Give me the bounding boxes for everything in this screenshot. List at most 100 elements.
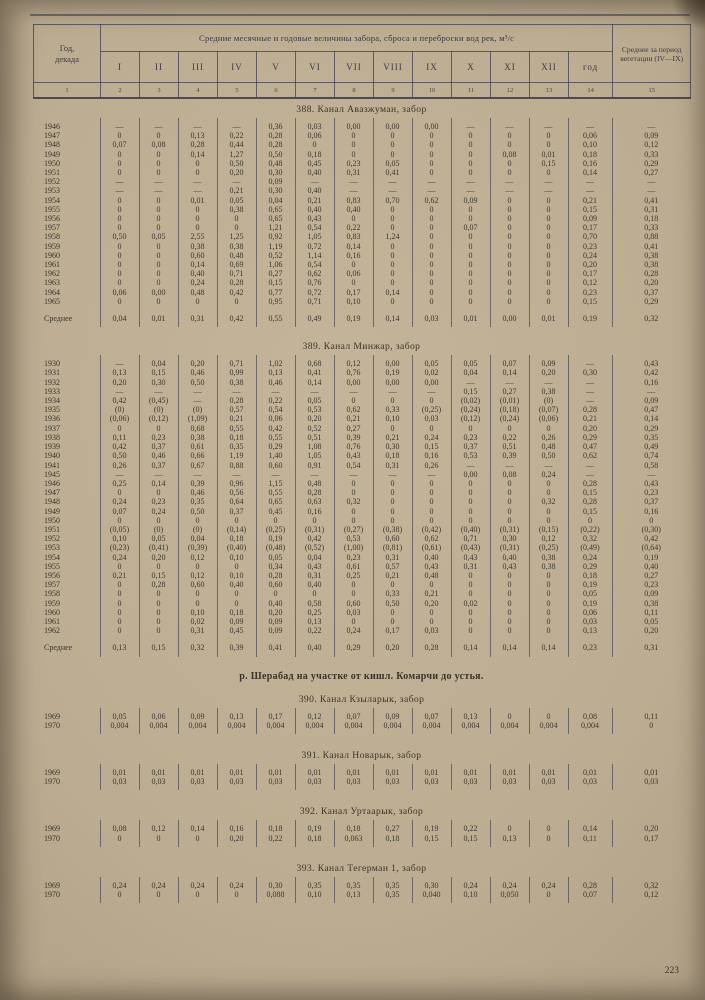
value-cell: — — [528, 177, 568, 187]
row-year: 1965 — [44, 296, 60, 306]
header-month-II: II — [139, 51, 179, 83]
spacer-cell — [528, 876, 568, 881]
spacer-cell — [489, 729, 529, 734]
spacer-cell — [294, 876, 334, 881]
value-cell: 0 — [450, 204, 490, 215]
spacer-cell — [255, 306, 295, 315]
value-cell: 0 — [177, 214, 217, 224]
value-cell: 0 — [372, 506, 412, 516]
value-cell: 0,60 — [333, 598, 373, 608]
value-cell: 0,30 — [489, 534, 529, 544]
value-cell: 0,18 — [216, 432, 256, 443]
value-cell: 0,06 — [294, 131, 334, 141]
value-cell: 0,21 — [333, 414, 373, 424]
value-cell: 0,17 — [255, 711, 295, 721]
value-cell: 0 — [450, 278, 490, 288]
spacer-cell — [294, 355, 334, 360]
spacer-cell — [333, 355, 373, 360]
value-cell: 0,15 — [138, 643, 178, 653]
spacer-cell — [177, 729, 217, 734]
value-cell: — — [411, 386, 451, 397]
spacer-cell — [99, 729, 139, 734]
value-cell: 0,13 — [450, 711, 490, 721]
value-cell: 0 — [611, 720, 690, 730]
value-cell: 0,20 — [216, 833, 256, 843]
value-cell: — — [567, 396, 612, 406]
value-cell: 0,50 — [177, 377, 217, 387]
value-cell: 0 — [372, 515, 412, 525]
value-cell: 0,23 — [567, 287, 612, 297]
value-cell: 0,66 — [177, 451, 217, 461]
row-year: 1936 — [44, 414, 60, 424]
value-cell: 0,51 — [489, 442, 529, 452]
value-cell: 0,00 — [450, 469, 490, 479]
value-cell: 0,01 — [528, 767, 568, 778]
value-cell: 0 — [528, 889, 568, 900]
value-cell: (0,25) — [411, 405, 451, 415]
value-cell: — — [177, 396, 217, 406]
table-row: 1961 0 0 0,02 0,09 0,09 0,13 0 0 0 0 0 0 0,03 0,05 — [33, 616, 690, 627]
value-cell: 0,01 — [138, 314, 178, 324]
value-cell: (0,31) — [489, 524, 529, 535]
value-cell: 0,00 — [372, 359, 412, 369]
value-cell: — — [333, 469, 373, 479]
table-row: 1957 0 0,28 0,60 0,40 0,60 0,40 0 0 0 0 0 0 0,19 0,23 — [33, 580, 690, 590]
value-cell: 0,06 — [99, 287, 139, 297]
value-cell: 0 — [450, 626, 490, 636]
value-cell: 0 — [489, 140, 529, 150]
value-cell: 0,01 — [450, 314, 490, 324]
value-cell: 0,08 — [489, 469, 529, 479]
value-cell: — — [138, 177, 178, 187]
header-col-number: 15 — [612, 82, 692, 99]
spacer-cell — [294, 323, 334, 328]
value-cell: — — [99, 186, 139, 196]
value-cell: 0 — [138, 278, 178, 288]
value-cell: 0,29 — [333, 643, 373, 653]
row-year: 1969 — [44, 711, 60, 721]
spacer-cell — [450, 323, 490, 328]
value-cell: 0,26 — [411, 460, 451, 470]
spacer-cell — [294, 842, 334, 847]
value-cell: 0,19 — [567, 314, 612, 324]
value-cell: 0 — [411, 580, 451, 590]
value-cell: 0,17 — [611, 833, 690, 843]
value-cell: 0 — [333, 488, 373, 498]
value-cell: — — [177, 177, 217, 187]
value-cell: 0,76 — [294, 278, 334, 288]
value-cell: 0,13 — [216, 711, 256, 721]
value-cell: 0 — [138, 296, 178, 307]
value-cell: — — [255, 386, 295, 397]
spacer-row — [33, 729, 690, 734]
spacer-cell — [489, 652, 529, 657]
table-row: 1946 0,25 0,14 0,39 0,96 1,15 0,48 0 0 0 0 0 0 0,28 0,… — [33, 478, 690, 489]
value-cell: 0,29 — [611, 296, 690, 307]
value-cell: 0,39 — [216, 643, 256, 653]
value-cell: 0 — [372, 250, 412, 261]
spacer-cell — [255, 729, 295, 734]
spacer-cell — [255, 899, 295, 904]
value-cell: 0,01 — [411, 767, 451, 778]
value-cell: 0,27 — [489, 386, 529, 397]
table-row: 1970 0,03 0,03 0,03 0,03 0,03 0,03 0,03 0,03 0,03… — [33, 777, 690, 787]
value-cell: 0 — [372, 149, 412, 159]
value-cell: 0,65 — [255, 497, 295, 507]
value-cell: 0,31 — [611, 204, 690, 215]
value-cell: 1,27 — [216, 149, 256, 159]
value-cell: 0 — [489, 260, 529, 270]
table-row: 1936 (0,06) (0,12) (1,09) 0,21 0,06 0,20 0,21 0,… — [33, 414, 690, 424]
value-cell: 0,063 — [333, 833, 373, 843]
value-cell: — — [138, 186, 178, 196]
value-cell: 0 — [489, 250, 529, 261]
value-cell: 0,38 — [216, 204, 256, 215]
value-cell: 0,70 — [567, 232, 612, 242]
value-cell: 0 — [528, 278, 568, 288]
table-row: 1947 0 0 0,46 0,56 0,55 0,28 0 0 0 0 0 0 0,15 0,23 — [33, 488, 690, 498]
value-cell: 0 — [255, 515, 295, 525]
spacer-row — [33, 355, 690, 360]
value-cell: — — [528, 377, 568, 387]
value-cell: 0,15 — [255, 278, 295, 288]
value-cell: 0,17 — [333, 287, 373, 297]
row-year: 1948 — [44, 140, 60, 150]
value-cell: 0 — [138, 889, 178, 900]
value-cell: 2,55 — [177, 232, 217, 242]
